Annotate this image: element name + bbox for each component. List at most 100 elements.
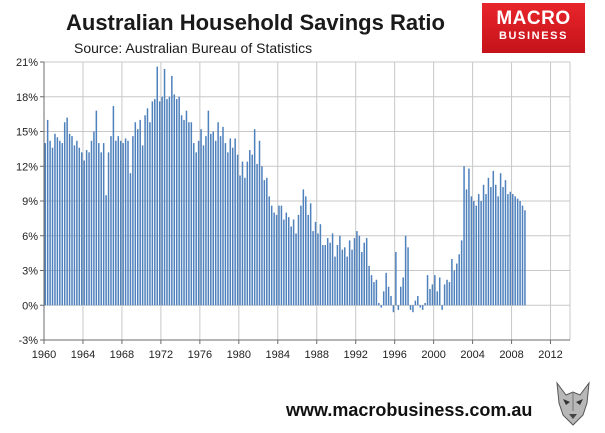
bar bbox=[421, 305, 424, 310]
y-tick-labels: -3% 0% 3% 6% 9% 12% 15% 18% 21% bbox=[16, 57, 38, 347]
bar bbox=[154, 99, 156, 306]
bar bbox=[188, 122, 190, 306]
bar bbox=[292, 219, 295, 306]
bar bbox=[105, 195, 107, 306]
bar bbox=[358, 235, 361, 306]
bar bbox=[95, 110, 98, 306]
bar bbox=[273, 212, 275, 306]
bar bbox=[363, 242, 365, 306]
bar bbox=[137, 129, 139, 306]
bar bbox=[49, 140, 51, 306]
bar bbox=[331, 233, 334, 306]
x-tick-label: 1960 bbox=[32, 349, 56, 361]
bar bbox=[370, 275, 373, 306]
bar bbox=[85, 150, 88, 306]
bar bbox=[482, 184, 485, 306]
bar bbox=[400, 286, 402, 306]
bar bbox=[163, 68, 166, 306]
bar bbox=[90, 140, 93, 306]
bar bbox=[110, 136, 112, 306]
bar bbox=[183, 119, 185, 306]
bar bbox=[460, 240, 463, 306]
bar bbox=[429, 289, 431, 306]
bar bbox=[156, 66, 158, 306]
bar bbox=[453, 270, 456, 306]
bar bbox=[499, 173, 502, 306]
bar bbox=[102, 143, 105, 306]
bar bbox=[417, 295, 419, 306]
bar bbox=[302, 189, 305, 306]
bar bbox=[175, 99, 178, 306]
bar bbox=[158, 101, 161, 306]
bar bbox=[353, 238, 356, 306]
bar bbox=[307, 214, 309, 306]
axes bbox=[40, 61, 570, 344]
bar bbox=[78, 147, 81, 306]
bar bbox=[107, 152, 110, 306]
bar bbox=[516, 198, 519, 306]
bar bbox=[46, 119, 49, 306]
bar bbox=[329, 242, 331, 306]
logo-line-2: BUSINESS bbox=[498, 30, 569, 42]
x-tick-label: 1988 bbox=[304, 349, 328, 361]
bar bbox=[151, 101, 154, 306]
bar bbox=[93, 131, 95, 306]
bar bbox=[514, 196, 516, 306]
bar bbox=[112, 106, 115, 306]
bar bbox=[521, 205, 524, 306]
x-tick-label: 2000 bbox=[421, 349, 445, 361]
bar bbox=[504, 180, 507, 306]
y-tick-label: 9% bbox=[22, 196, 38, 208]
macrobusiness-logo[interactable]: MACRO BUSINESS bbox=[482, 3, 585, 53]
bar bbox=[280, 205, 283, 306]
website-url[interactable]: www.macrobusiness.com.au bbox=[286, 400, 533, 420]
bar bbox=[168, 96, 171, 306]
bar bbox=[507, 194, 509, 306]
x-tick-label: 1972 bbox=[149, 349, 173, 361]
bar bbox=[76, 140, 78, 306]
bar bbox=[424, 302, 426, 306]
bar bbox=[407, 247, 409, 306]
bar bbox=[490, 187, 492, 306]
bar bbox=[275, 214, 278, 306]
bar bbox=[205, 136, 207, 306]
bar bbox=[434, 275, 436, 306]
bar bbox=[465, 189, 468, 306]
bar bbox=[348, 240, 351, 306]
bar bbox=[88, 152, 90, 306]
bar bbox=[278, 205, 280, 306]
bar bbox=[300, 205, 302, 306]
bar bbox=[502, 187, 504, 306]
bar bbox=[119, 140, 122, 306]
bar bbox=[219, 136, 222, 306]
bar bbox=[397, 305, 400, 310]
bar bbox=[402, 277, 404, 306]
bar bbox=[190, 122, 193, 306]
chart-title: Australian Household Savings Ratio bbox=[66, 10, 445, 35]
x-tick-labels: 1960 1964 1968 1972 1976 1980 1984 1988 1992 1996… bbox=[32, 349, 563, 361]
bar bbox=[426, 275, 429, 306]
bar bbox=[214, 140, 217, 306]
y-tick-label: 18% bbox=[16, 92, 38, 104]
bar bbox=[326, 238, 329, 306]
bar bbox=[161, 96, 163, 306]
bar bbox=[236, 154, 239, 306]
bar bbox=[234, 138, 236, 306]
bar bbox=[441, 305, 443, 310]
bar bbox=[387, 286, 390, 306]
bar bbox=[339, 235, 341, 306]
bar bbox=[283, 219, 285, 306]
bar bbox=[497, 196, 499, 306]
bar bbox=[185, 110, 188, 306]
bar bbox=[305, 196, 307, 306]
bar bbox=[132, 136, 134, 306]
wolf-head-icon bbox=[553, 381, 593, 427]
bar bbox=[217, 122, 219, 306]
bar bbox=[365, 238, 368, 306]
y-tick-label: 3% bbox=[22, 266, 38, 278]
bar bbox=[80, 152, 83, 306]
x-tick-label: 1984 bbox=[266, 349, 290, 361]
bar bbox=[314, 221, 317, 306]
bar bbox=[287, 217, 290, 306]
bar bbox=[212, 131, 214, 306]
